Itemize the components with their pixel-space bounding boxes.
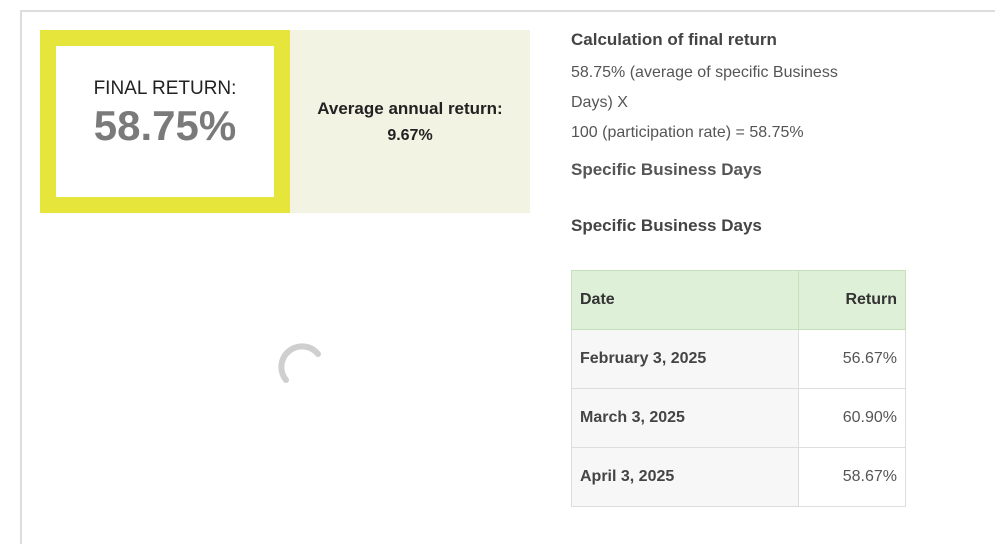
cell: 56.67%: [798, 329, 906, 389]
cell: February 3, 2025: [571, 329, 799, 389]
calc-line: 58.75% (average of specific Business Day…: [571, 64, 838, 111]
cell: March 3, 2025: [571, 388, 799, 448]
frame: [20, 10, 995, 544]
final-label: FINAL RETURN:: [93, 78, 237, 99]
cell: April 3, 2025: [571, 447, 799, 507]
row: April 3, 2025 58.67%: [571, 447, 906, 507]
header: Date: [571, 270, 799, 330]
average-box: Average annual return: 9.67%: [290, 30, 530, 213]
spinner-arc: [278, 343, 321, 383]
calc-line: 100 (participation rate) = 58.75%: [571, 124, 804, 141]
final-value: 58.75%: [93, 102, 237, 149]
average-label: Average annual return:: [317, 98, 503, 118]
row: March 3, 2025 60.90%: [571, 388, 906, 448]
average-value: 9.67%: [387, 126, 433, 144]
header-row: Date Return: [571, 270, 906, 330]
table-title: Specific Business Days: [571, 216, 762, 235]
spinner: [278, 343, 321, 383]
cell: 60.90%: [798, 388, 906, 448]
calculation: Calculation of final return 58.75% (aver…: [571, 30, 911, 236]
cell: 58.67%: [798, 447, 906, 507]
final-return-box: FINAL RETURN: 58.75%: [40, 30, 290, 213]
table: Date Return February 3, 2025 56.67% Marc…: [571, 270, 906, 507]
row: February 3, 2025 56.67%: [571, 329, 906, 389]
link[interactable]: Specific Business Days: [571, 160, 762, 179]
header: Return: [798, 270, 906, 330]
calc-title: Calculation of final return: [571, 30, 777, 49]
